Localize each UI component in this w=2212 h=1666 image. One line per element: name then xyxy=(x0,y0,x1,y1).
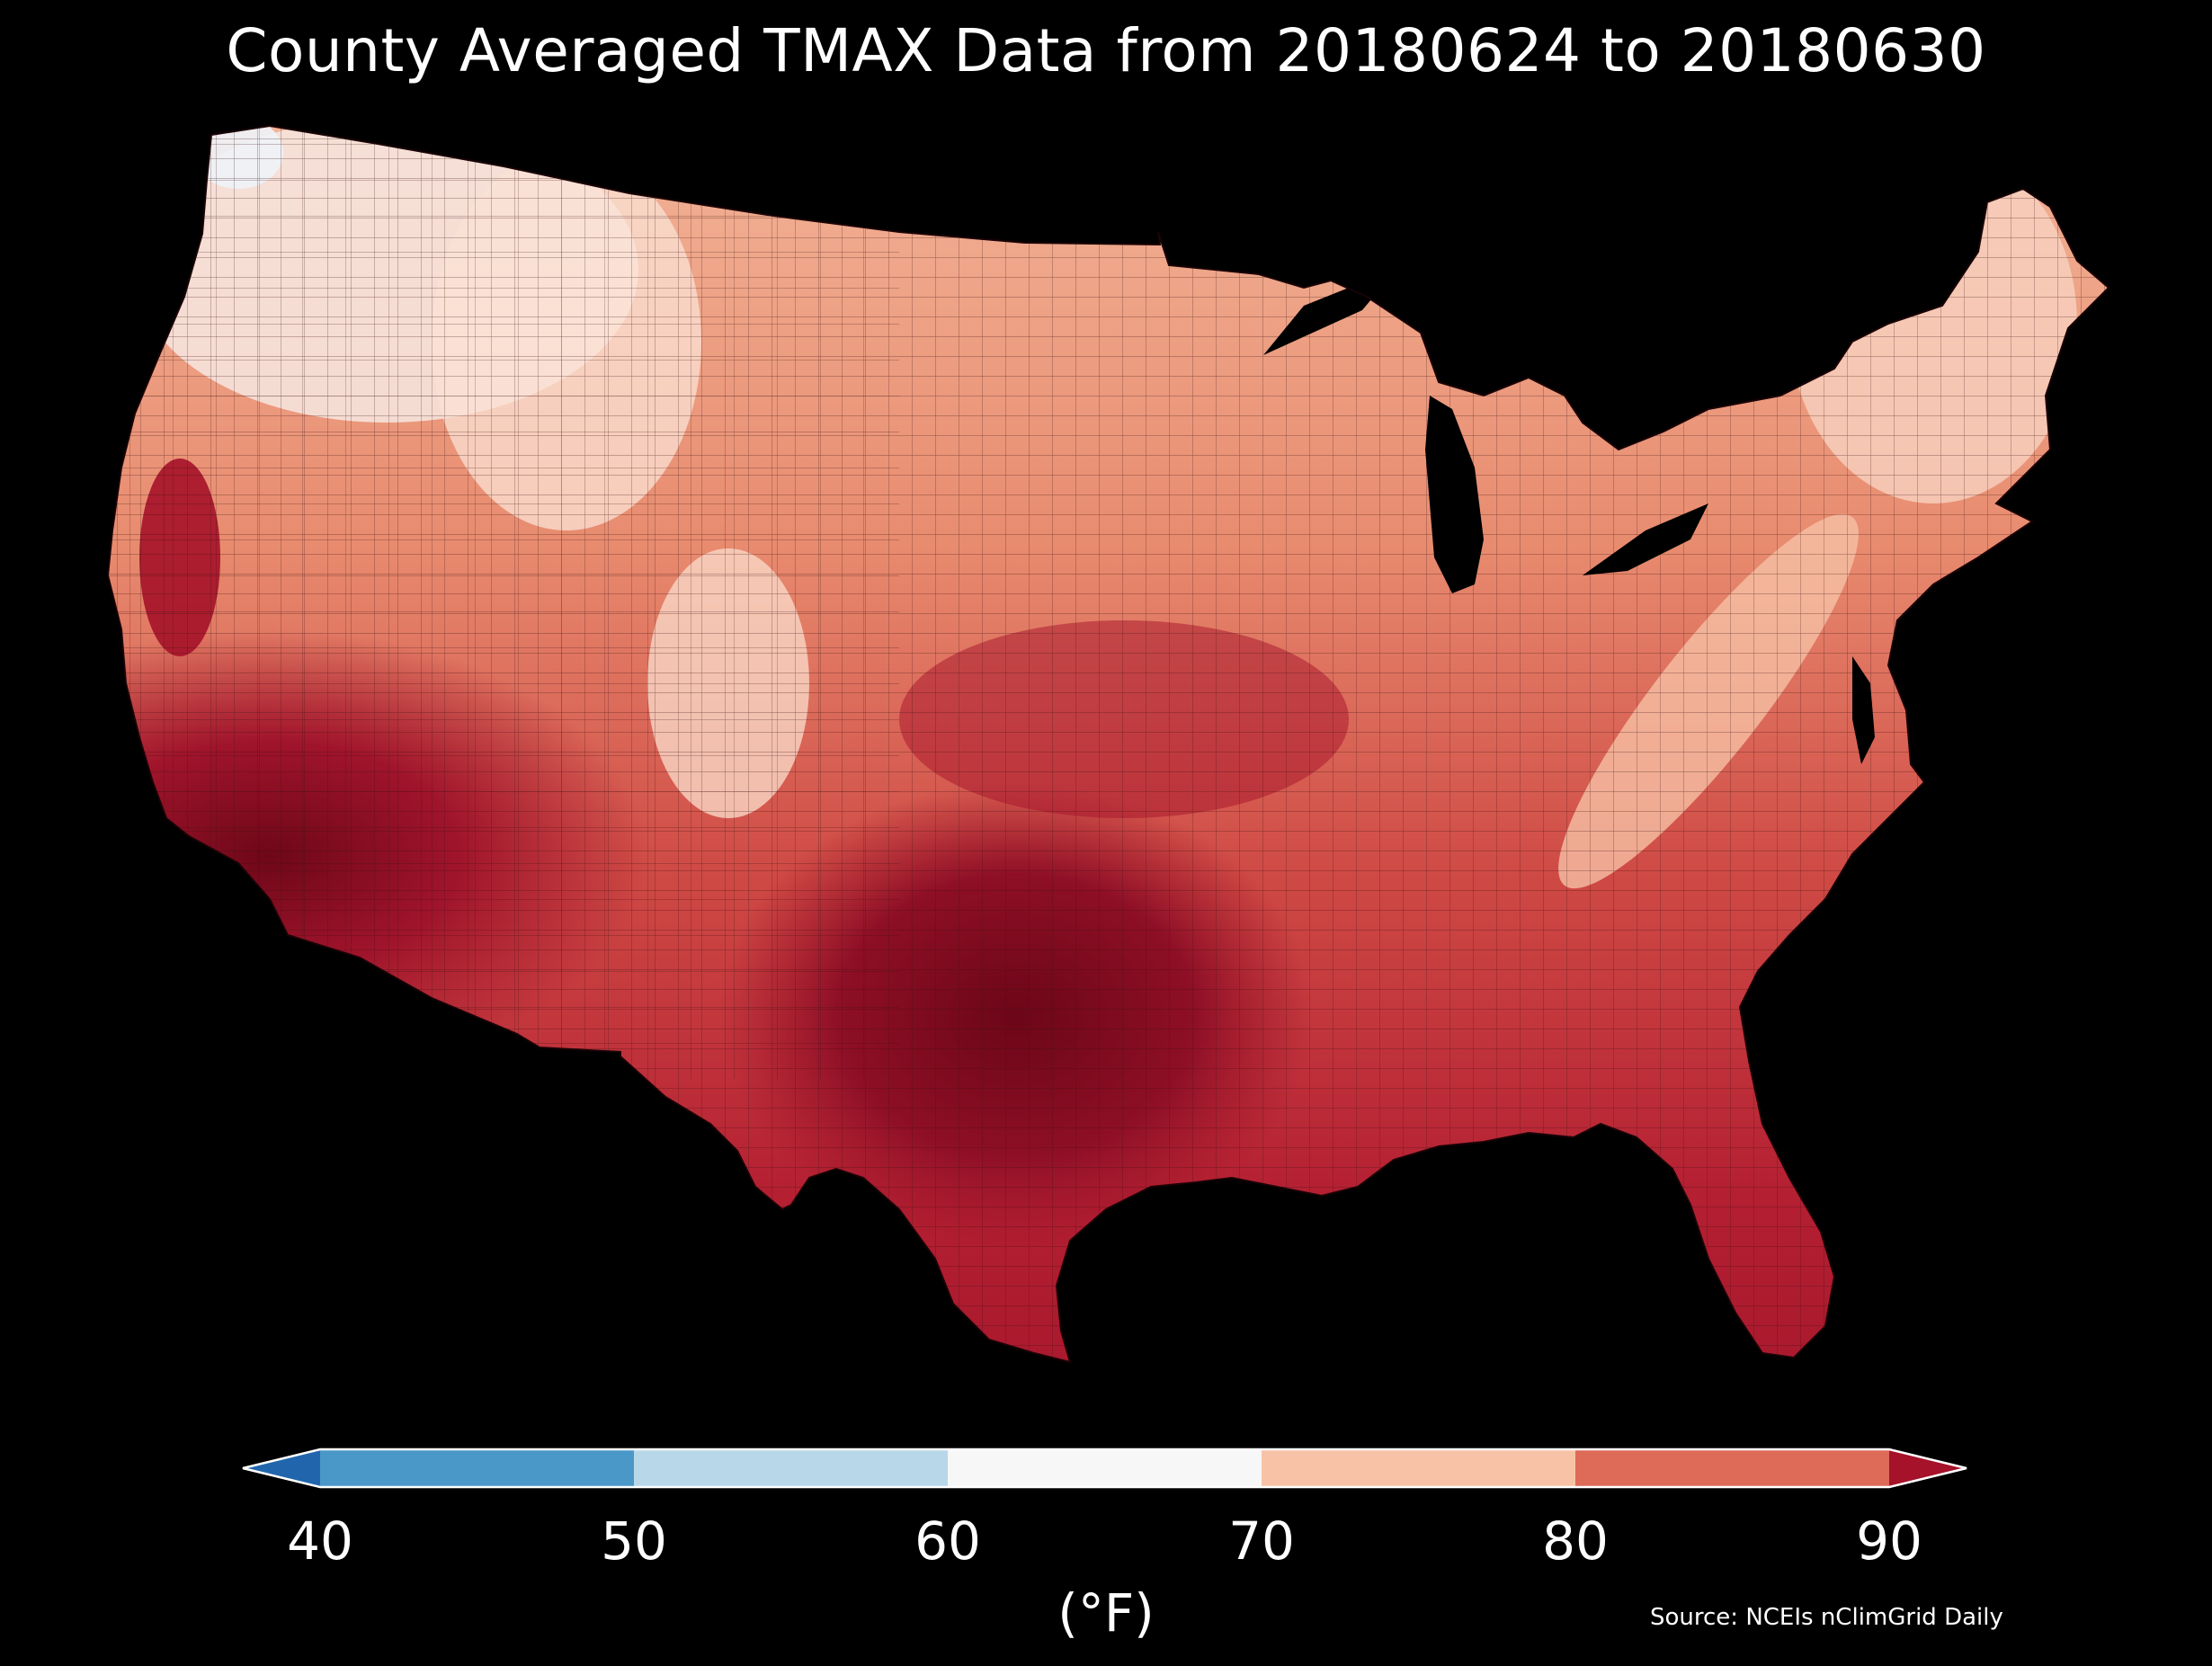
map-title: County Averaged TMAX Data from 20180624 … xyxy=(226,16,1986,85)
colorbar-tick-80: 80 xyxy=(1542,1510,1609,1572)
colorbar-extend-high xyxy=(1889,1449,1967,1487)
colorbar-tick-90: 90 xyxy=(1856,1510,1922,1572)
chesapeake-bay xyxy=(1852,656,1875,764)
colorbar-outline xyxy=(242,1448,1967,1489)
colorbar-tick-40: 40 xyxy=(287,1510,353,1572)
colorbar-tick-50: 50 xyxy=(601,1510,667,1572)
colorbar-bin-50-60 xyxy=(634,1449,949,1487)
colorbar-bin-60-70 xyxy=(948,1449,1262,1487)
colorbar-tick-70: 70 xyxy=(1228,1510,1295,1572)
colorbar-bin-70-80 xyxy=(1262,1449,1576,1487)
colorbar-bin-40-50 xyxy=(320,1449,635,1487)
colorbar-bin-80-90 xyxy=(1575,1449,1890,1487)
colorbar-bins xyxy=(242,1448,1967,1489)
colorbar-extend-low xyxy=(243,1449,320,1487)
colorbar-unit-label: (°F) xyxy=(1057,1582,1155,1644)
lake-erie xyxy=(1583,503,1708,575)
lake-superior xyxy=(1263,283,1385,355)
colorbar-tick-60: 60 xyxy=(914,1510,981,1572)
source-credit: Source: NCEIs nClimGrid Daily xyxy=(1650,1604,2003,1631)
lake-michigan xyxy=(1425,396,1484,593)
